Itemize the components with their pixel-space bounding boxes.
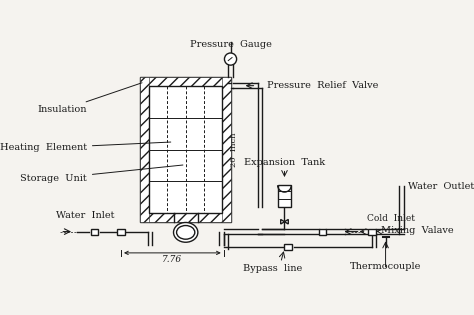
- Text: 7.76: 7.76: [162, 255, 182, 264]
- Bar: [91, 229, 98, 235]
- Polygon shape: [281, 220, 284, 224]
- Bar: [368, 229, 376, 235]
- Bar: [284, 244, 292, 250]
- Bar: [140, 77, 231, 86]
- Text: Water  Outlet: Water Outlet: [408, 182, 474, 191]
- Bar: [140, 213, 231, 222]
- Text: 20  Inch: 20 Inch: [230, 132, 238, 167]
- Text: Expansion  Tank: Expansion Tank: [244, 158, 325, 167]
- Ellipse shape: [176, 226, 195, 239]
- Text: Pressure  Gauge: Pressure Gauge: [190, 40, 272, 49]
- Text: Cold  Inlet: Cold Inlet: [366, 214, 415, 223]
- Bar: [222, 77, 231, 222]
- Circle shape: [225, 53, 237, 65]
- Text: Insulation: Insulation: [37, 83, 142, 114]
- Text: Thermocouple: Thermocouple: [350, 262, 421, 271]
- Bar: [278, 185, 292, 207]
- Bar: [140, 77, 149, 222]
- Bar: [319, 229, 326, 235]
- Text: Mixing  Valave: Mixing Valave: [381, 226, 454, 235]
- Ellipse shape: [173, 222, 198, 242]
- Bar: [117, 229, 125, 235]
- Text: Heating  Element: Heating Element: [0, 142, 171, 152]
- Bar: [149, 86, 222, 213]
- Polygon shape: [284, 220, 288, 224]
- Text: Storage  Unit: Storage Unit: [20, 165, 183, 183]
- Text: Water  Inlet: Water Inlet: [56, 211, 115, 220]
- Text: Pressure  Relief  Valve: Pressure Relief Valve: [267, 81, 378, 90]
- Text: Bypass  line: Bypass line: [244, 264, 303, 272]
- Bar: [140, 77, 231, 222]
